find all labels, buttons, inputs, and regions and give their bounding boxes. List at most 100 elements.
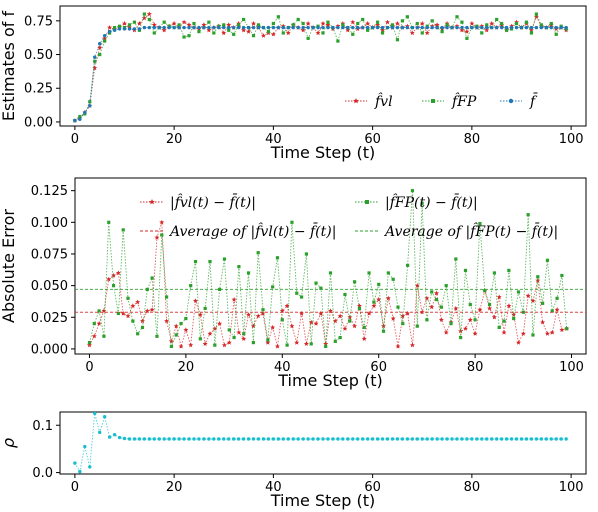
- x-tick-label: 60: [370, 360, 387, 375]
- data-point: [395, 38, 400, 42]
- data-point: [472, 331, 478, 336]
- data-point: [460, 20, 464, 24]
- data-point: [102, 415, 107, 419]
- data-point: [381, 329, 386, 333]
- x-tick-label: 60: [364, 132, 381, 147]
- data-point: [444, 284, 448, 288]
- data-point: [160, 233, 164, 237]
- data-point: [276, 25, 281, 30]
- data-point: [91, 333, 97, 339]
- data-point: [336, 39, 340, 43]
- data-point: [516, 290, 521, 294]
- x-tick-label: 40: [274, 360, 291, 375]
- data-point: [440, 437, 444, 441]
- data-point: [112, 28, 117, 32]
- data-point: [167, 25, 171, 30]
- data-point: [367, 271, 371, 275]
- data-point: [202, 25, 206, 30]
- data-point: [440, 25, 444, 30]
- data-point: [483, 289, 487, 293]
- data-point: [430, 25, 434, 30]
- data-point: [127, 23, 132, 27]
- legend: |f̂vl(t) − f̄(t)| |f̂FP(t) − f̄(t)| Averag…: [140, 193, 558, 240]
- data-point: [375, 22, 381, 27]
- data-point: [127, 27, 132, 31]
- data-point: [313, 321, 319, 326]
- data-point: [361, 336, 367, 341]
- data-point: [305, 20, 311, 26]
- data-point: [177, 437, 181, 441]
- y-tick-label: 0.075: [31, 247, 68, 262]
- data-point: [187, 34, 191, 38]
- data-point: [371, 303, 377, 308]
- data-point: [365, 25, 370, 30]
- data-point: [217, 437, 221, 441]
- data-point: [351, 32, 355, 36]
- data-point: [285, 343, 289, 347]
- data-point: [445, 25, 449, 30]
- chart-panel-3: 0 20 40 60 80 100 0.0 0.1 Time Step (t) ρ: [0, 411, 587, 510]
- data-point: [458, 328, 464, 334]
- data-point: [395, 343, 401, 349]
- data-point: [549, 21, 553, 26]
- data-point: [531, 333, 535, 337]
- data-point: [217, 321, 223, 326]
- data-point: [507, 268, 511, 273]
- data-point: [449, 322, 453, 326]
- data-point: [516, 340, 521, 345]
- data-point: [321, 25, 325, 30]
- data-point: [544, 437, 549, 441]
- data-point: [132, 437, 137, 441]
- data-point: [92, 322, 96, 326]
- data-point: [97, 45, 103, 50]
- data-point: [152, 437, 156, 441]
- data-point: [183, 327, 189, 332]
- data-point: [336, 437, 340, 441]
- data-point: [174, 333, 178, 337]
- data-point: [455, 25, 459, 30]
- data-point: [525, 293, 531, 298]
- data-point: [241, 336, 247, 341]
- data-point: [473, 318, 477, 322]
- data-point: [424, 30, 430, 36]
- data-point: [111, 284, 116, 288]
- data-point: [117, 24, 122, 28]
- data-point: [465, 25, 469, 30]
- data-point: [559, 327, 565, 332]
- data-point: [97, 309, 101, 313]
- data-point: [142, 12, 146, 16]
- data-point: [420, 25, 424, 30]
- data-point: [410, 437, 415, 441]
- data-point: [296, 17, 300, 22]
- data-point: [501, 329, 507, 335]
- data-point: [122, 20, 127, 26]
- data-point: [321, 31, 325, 35]
- data-point: [171, 20, 177, 26]
- data-point: [549, 329, 555, 335]
- data-point: [410, 189, 415, 193]
- data-point: [415, 324, 419, 328]
- data-point: [395, 20, 400, 26]
- y-tick-label: 0.050: [31, 279, 68, 294]
- data-point: [345, 27, 351, 33]
- data-point: [425, 437, 429, 441]
- data-point: [375, 25, 380, 30]
- data-point: [303, 341, 309, 346]
- data-point: [301, 437, 305, 441]
- data-point: [221, 30, 227, 36]
- data-point: [83, 110, 87, 115]
- data-point: [189, 284, 193, 288]
- data-point: [236, 437, 241, 441]
- data-point: [173, 323, 179, 329]
- data-point: [489, 20, 495, 26]
- data-point: [207, 20, 211, 24]
- data-point: [202, 341, 208, 346]
- data-point: [206, 27, 212, 33]
- data-point: [251, 25, 256, 30]
- data-point: [360, 25, 365, 30]
- data-point: [242, 332, 246, 336]
- data-point: [485, 437, 489, 441]
- data-point: [435, 437, 439, 441]
- data-point: [207, 25, 211, 30]
- data-point: [299, 310, 304, 316]
